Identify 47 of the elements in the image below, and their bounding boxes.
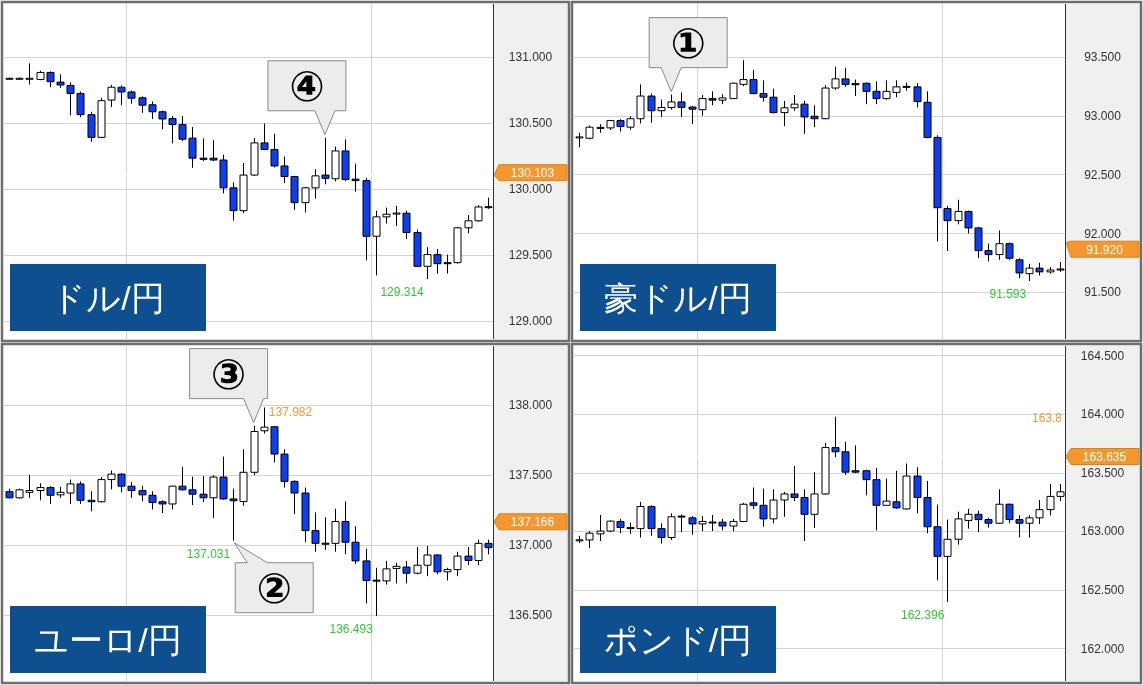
callout: ③ [189,348,269,424]
ref-line-label: 130.103 [510,165,555,180]
low-label: 129.314 [380,285,424,300]
tick-label: 92.000 [1084,226,1121,241]
annotation: ① [670,18,706,68]
ref-line-label: 91.920 [1086,242,1124,257]
tick-label: 164.500 [1080,348,1125,363]
callout: ② [233,542,314,614]
callout: ④ [267,60,347,136]
ref-line-label: 163.635 [1082,449,1127,464]
tick-label: 136.500 [508,608,553,623]
high-label: 137.982 [268,404,313,419]
tick-label: 163.000 [1080,524,1125,539]
tick-label: 130.000 [508,181,553,196]
tick-label: 93.500 [1084,50,1121,65]
tick-label: 91.500 [1084,285,1121,300]
title: ドル/円 [10,264,206,331]
callout: ① [648,17,728,93]
tick-label: 130.500 [508,116,553,130]
tick-label: 92.500 [1084,167,1121,182]
title: 豪ドル/円 [580,264,776,331]
tick-label: 137.500 [508,468,553,483]
tick-label: 137.000 [508,538,553,553]
title: ポンド/円 [580,606,776,673]
tick-label: 93.000 [1084,109,1121,123]
note: 163.8 [1031,411,1062,426]
annotation: ④ [289,61,325,111]
low-label: 136.493 [329,622,373,637]
price-label: 137.166 [493,513,568,531]
tick-label: 163.500 [1080,465,1125,480]
price-label: 91.920 [1065,240,1140,258]
price-label: 163.635 [1065,448,1140,465]
tick-label: 129.000 [508,313,553,328]
low-label: 91.593 [989,287,1027,302]
annotation: ② [256,563,292,613]
price-label: 130.103 [493,164,568,182]
tick-label: 131.000 [508,50,553,65]
tick-label: 129.500 [508,247,553,262]
annotation: ③ [210,349,247,399]
ref-line-label: 137.166 [510,515,555,530]
low-label: 137.031 [186,547,231,561]
tick-label: 162.500 [1080,582,1125,597]
tick-label: 164.000 [1080,407,1125,422]
tick-label: 162.000 [1080,641,1125,656]
title: ユーロ/円 [10,606,206,673]
low-label: 162.396 [900,608,945,623]
tick-label: 138.000 [508,398,553,413]
